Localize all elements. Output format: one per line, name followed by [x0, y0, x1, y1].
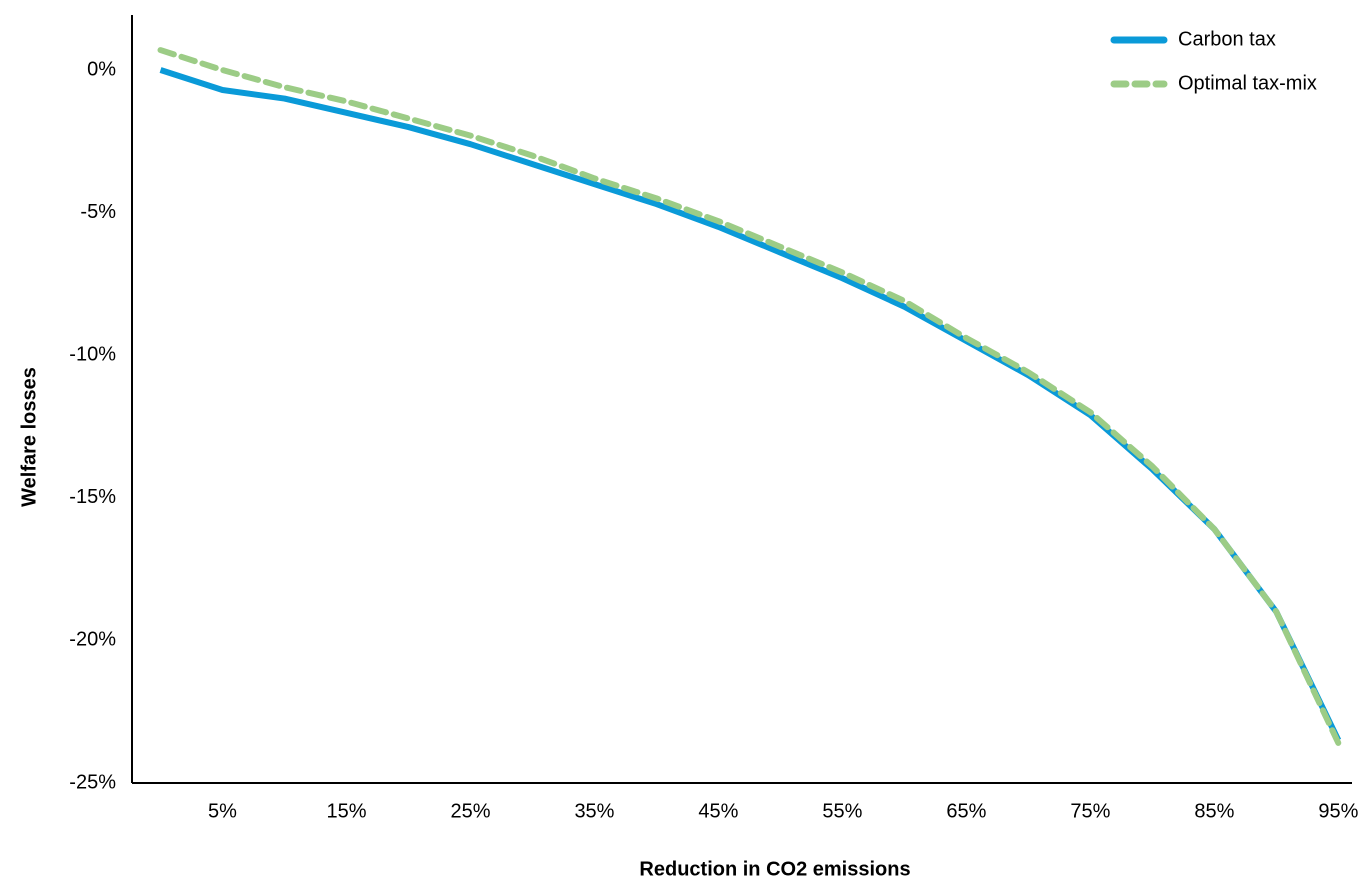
legend-label: Optimal tax-mix — [1178, 72, 1317, 94]
line-series — [159, 67, 1342, 742]
y-tick-label: -20% — [69, 629, 116, 651]
x-tick-label: 75% — [1070, 800, 1110, 822]
legend-label: Carbon tax — [1178, 28, 1276, 50]
y-tick-label: 0% — [87, 58, 116, 80]
y-tick-label: -15% — [69, 486, 116, 508]
x-axis-title: Reduction in CO2 emissions — [639, 858, 910, 880]
y-axis-title: Welfare losses — [18, 367, 40, 507]
y-tick-label: -25% — [69, 771, 116, 793]
x-tick-label: 25% — [450, 800, 490, 822]
x-tick-label: 45% — [698, 800, 738, 822]
x-tick-label: 5% — [208, 800, 237, 822]
line-series — [157, 47, 1342, 747]
x-tick-label: 15% — [326, 800, 366, 822]
y-tick-label: -10% — [69, 344, 116, 366]
y-tick-label: -5% — [80, 201, 116, 223]
x-tick-label: 35% — [574, 800, 614, 822]
x-tick-label: 55% — [822, 800, 862, 822]
x-tick-label: 95% — [1318, 800, 1358, 822]
x-tick-label: 85% — [1194, 800, 1234, 822]
x-tick-label: 65% — [946, 800, 986, 822]
